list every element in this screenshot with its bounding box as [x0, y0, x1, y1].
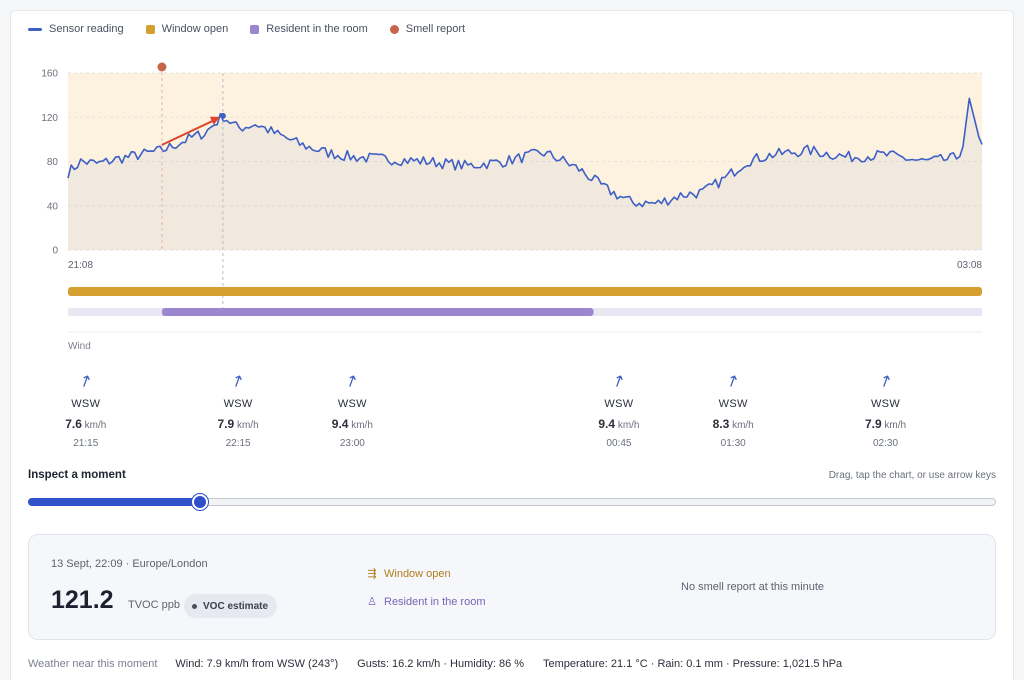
- trend-arrow-head: [209, 116, 220, 125]
- smell-report-dot: [157, 62, 167, 72]
- status-label-resident: Resident in the room: [384, 595, 486, 608]
- weather-wind: Wind: 7.9 km/h from WSW (243°): [175, 658, 339, 670]
- smell-status: No smell report at this minute: [681, 581, 825, 593]
- resident-bar: [161, 308, 594, 316]
- legend-label-smell: Smell report: [405, 23, 466, 35]
- window-open-bar: [68, 287, 982, 296]
- wind-time: 23:00: [339, 438, 365, 449]
- inspect-title: Inspect a moment: [28, 469, 126, 481]
- wind-direction: WSW: [223, 398, 253, 410]
- legend-item-window[interactable]: Window open: [145, 23, 229, 35]
- y-tick-label-0: 0: [52, 246, 58, 257]
- wind-speed: 9.4 km/h: [579, 417, 659, 431]
- wind-speed: 7.6 km/h: [46, 417, 126, 431]
- wind-speed-value: 7.9: [864, 417, 882, 431]
- status-window-open: ⇶ Window open: [366, 567, 451, 581]
- legend-item-smell[interactable]: Smell report: [389, 23, 466, 35]
- wind-point-3: ↗ WSW 9.4 km/h 00:45: [579, 371, 659, 449]
- weather-gusts-humidity: Gusts: 16.2 km/h · Humidity: 86 %: [357, 658, 525, 670]
- wind-speed-value: 9.4: [331, 417, 349, 431]
- weather-label: Weather near this moment: [28, 658, 158, 670]
- status-resident: ♙ Resident in the room: [366, 595, 486, 609]
- wind-point-1: ↗ WSW 7.9 km/h 22:15: [198, 371, 278, 449]
- wind-time: 02:30: [873, 438, 899, 449]
- wind-direction: WSW: [604, 398, 634, 410]
- wind-speed: 7.9 km/h: [846, 417, 926, 431]
- wind-direction: WSW: [337, 398, 367, 410]
- wind-point-5: ↗ WSW 7.9 km/h 02:30: [846, 371, 926, 449]
- legend-item-sensor[interactable]: Sensor reading: [28, 23, 124, 35]
- wind-speed-unit: km/h: [234, 420, 259, 431]
- wind-direction: WSW: [871, 398, 901, 410]
- wind-speed-unit: km/h: [729, 420, 754, 431]
- sensor-area: [68, 98, 982, 251]
- wind-time: 21:15: [73, 438, 99, 449]
- legend-label-resident: Resident in the room: [266, 23, 368, 35]
- moment-detail-card: 13 Sept, 22:09 · Europe/London 121.2 TVO…: [28, 534, 996, 640]
- window-icon: ⇶: [367, 568, 377, 580]
- status-label-window: Window open: [384, 567, 451, 580]
- wind-speed: 9.4 km/h: [312, 417, 392, 431]
- badge-dot-icon: [192, 603, 197, 609]
- wind-speed-unit: km/h: [615, 420, 640, 431]
- wind-speed-unit: km/h: [81, 420, 107, 431]
- sensor-chart[interactable]: 0 40 80 120 160 21:08 03:08: [0, 0, 1024, 340]
- wind-direction: WSW: [718, 398, 748, 410]
- slider-fill: [28, 498, 200, 506]
- legend-label-sensor: Sensor reading: [49, 23, 124, 35]
- inspect-hint: Drag, tap the chart, or use arrow keys: [828, 470, 996, 481]
- legend-swatch-smell: [389, 24, 399, 34]
- y-tick-label-4: 160: [41, 69, 58, 80]
- wind-speed-unit: km/h: [348, 420, 373, 431]
- legend-label-window: Window open: [161, 23, 229, 35]
- x-end-label: 03:08: [957, 260, 982, 271]
- weather-summary: Weather near this moment Wind: 7.9 km/h …: [28, 658, 861, 670]
- sensor-line: [67, 97, 983, 208]
- wind-speed-value: 7.6: [65, 417, 82, 431]
- x-start-label: 21:08: [68, 260, 93, 271]
- legend-swatch-window: [145, 24, 155, 34]
- legend-swatch-sensor: [28, 27, 42, 31]
- wind-speed-unit: km/h: [881, 420, 907, 431]
- badge-label: VOC estimate: [203, 600, 269, 612]
- wind-speed-value: 9.4: [598, 417, 616, 431]
- wind-point-0: ↗ WSW 7.6 km/h 21:15: [46, 371, 126, 449]
- chart-legend: Sensor reading Window open Resident in t…: [28, 23, 465, 35]
- wind-title: Wind: [68, 341, 91, 352]
- wind-point-2: ↗ WSW 9.4 km/h 23:00: [312, 371, 392, 449]
- y-tick-label-1: 40: [47, 201, 59, 212]
- y-tick-label-2: 80: [47, 157, 59, 168]
- wind-speed: 7.9 km/h: [198, 417, 278, 431]
- weather-temp-rain-pressure: Temperature: 21.1 °C · Rain: 0.1 mm · Pr…: [543, 658, 843, 670]
- wind-time: 00:45: [606, 438, 632, 449]
- moment-unit: TVOC ppb: [128, 599, 180, 611]
- wind-time: 22:15: [225, 438, 251, 449]
- wind-speed-value: 8.3: [712, 417, 730, 431]
- moment-slider[interactable]: [28, 494, 996, 510]
- wind-speed-value: 7.9: [217, 417, 235, 431]
- wind-direction: WSW: [71, 398, 101, 410]
- moment-value: 121.2: [51, 586, 114, 614]
- slider-thumb[interactable]: [191, 494, 208, 510]
- trend-arrow-shaft: [161, 118, 218, 146]
- legend-swatch-resident: [250, 24, 260, 34]
- voc-estimate-badge: VOC estimate: [184, 594, 278, 618]
- wind-time: 01:30: [720, 438, 746, 449]
- moment-timestamp: 13 Sept, 22:09 · Europe/London: [51, 558, 208, 570]
- wind-speed: 8.3 km/h: [693, 417, 773, 431]
- highlight-point: [219, 112, 226, 119]
- person-icon: ♙: [367, 596, 377, 608]
- wind-point-4: ↗ WSW 8.3 km/h 01:30: [693, 371, 773, 449]
- legend-item-resident[interactable]: Resident in the room: [250, 23, 368, 35]
- y-tick-label-3: 120: [41, 113, 58, 124]
